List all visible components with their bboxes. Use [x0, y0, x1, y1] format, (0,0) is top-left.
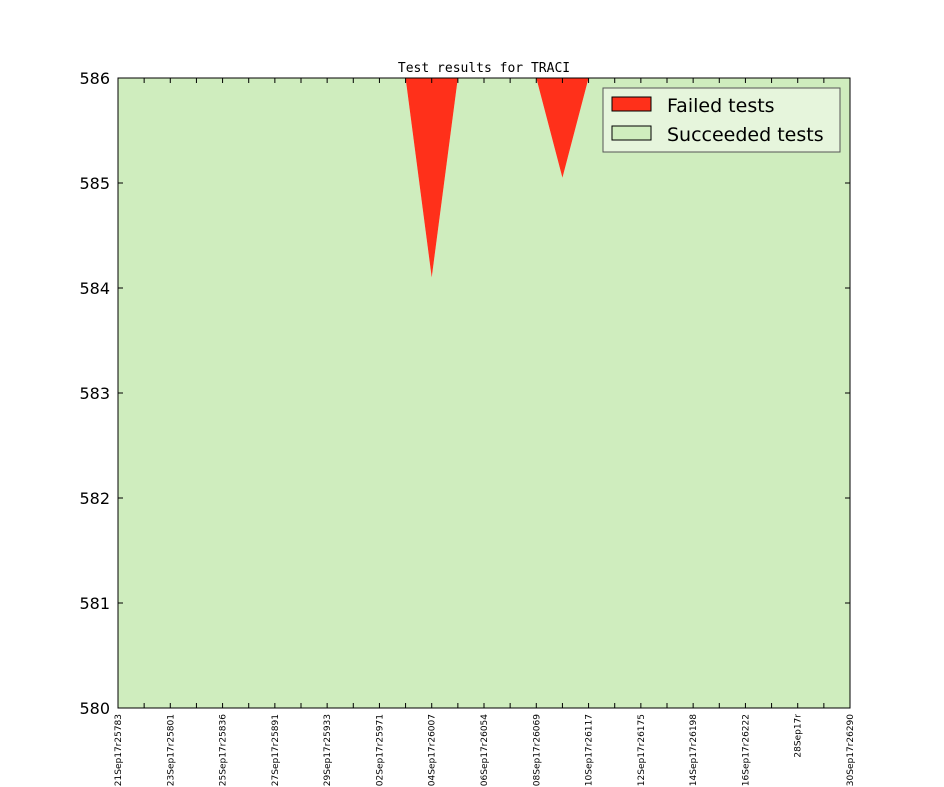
x-tick-label: 21Sep17r25783 — [114, 714, 124, 786]
y-tick-label: 584 — [79, 279, 110, 298]
y-axis: 580 581 582 583 584 585 586 — [79, 69, 850, 718]
x-tick-label: 04Sep17r26007 — [428, 714, 438, 786]
x-tick-label: 08Sep17r26069 — [532, 714, 542, 786]
legend-swatch-succeeded — [611, 125, 652, 141]
legend-swatch-failed — [611, 96, 652, 112]
legend-label-succeeded: Succeeded tests — [667, 124, 824, 146]
plot-area — [117, 77, 851, 709]
x-tick-label: 28Sep17r — [794, 714, 804, 758]
x-axis: 21Sep17r25783 23Sep17r25801 25Sep17r25836 2… — [114, 78, 856, 786]
x-tick-label: 02Sep17r25971 — [375, 714, 385, 786]
y-tick-label: 580 — [79, 699, 110, 718]
x-tick-label: 27Sep17r25891 — [271, 714, 281, 786]
x-tick-label: 30Sep17r26290 — [846, 714, 856, 786]
x-tick-label: 14Sep17r26198 — [689, 714, 699, 786]
y-tick-label: 582 — [79, 489, 110, 508]
y-tick-label: 581 — [79, 594, 110, 613]
x-tick-label: 12Sep17r26175 — [637, 714, 647, 786]
legend-label-failed: Failed tests — [667, 95, 775, 117]
y-tick-label: 586 — [79, 69, 110, 88]
y-tick-label: 585 — [79, 174, 110, 193]
x-tick-label: 06Sep17r26054 — [480, 714, 490, 786]
x-tick-label: 25Sep17r25836 — [219, 714, 229, 786]
x-tick-label: 29Sep17r25933 — [323, 714, 333, 786]
legend: Failed tests Succeeded tests — [602, 87, 841, 153]
x-tick-label: 23Sep17r25801 — [166, 714, 176, 786]
series-succeeded-area — [118, 78, 850, 708]
y-tick-label: 583 — [79, 384, 110, 403]
x-tick-label: 10Sep17r26117 — [585, 714, 595, 786]
chart-title: Test results for TRACI — [398, 61, 570, 76]
x-tick-label: 16Sep17r26222 — [741, 714, 751, 786]
